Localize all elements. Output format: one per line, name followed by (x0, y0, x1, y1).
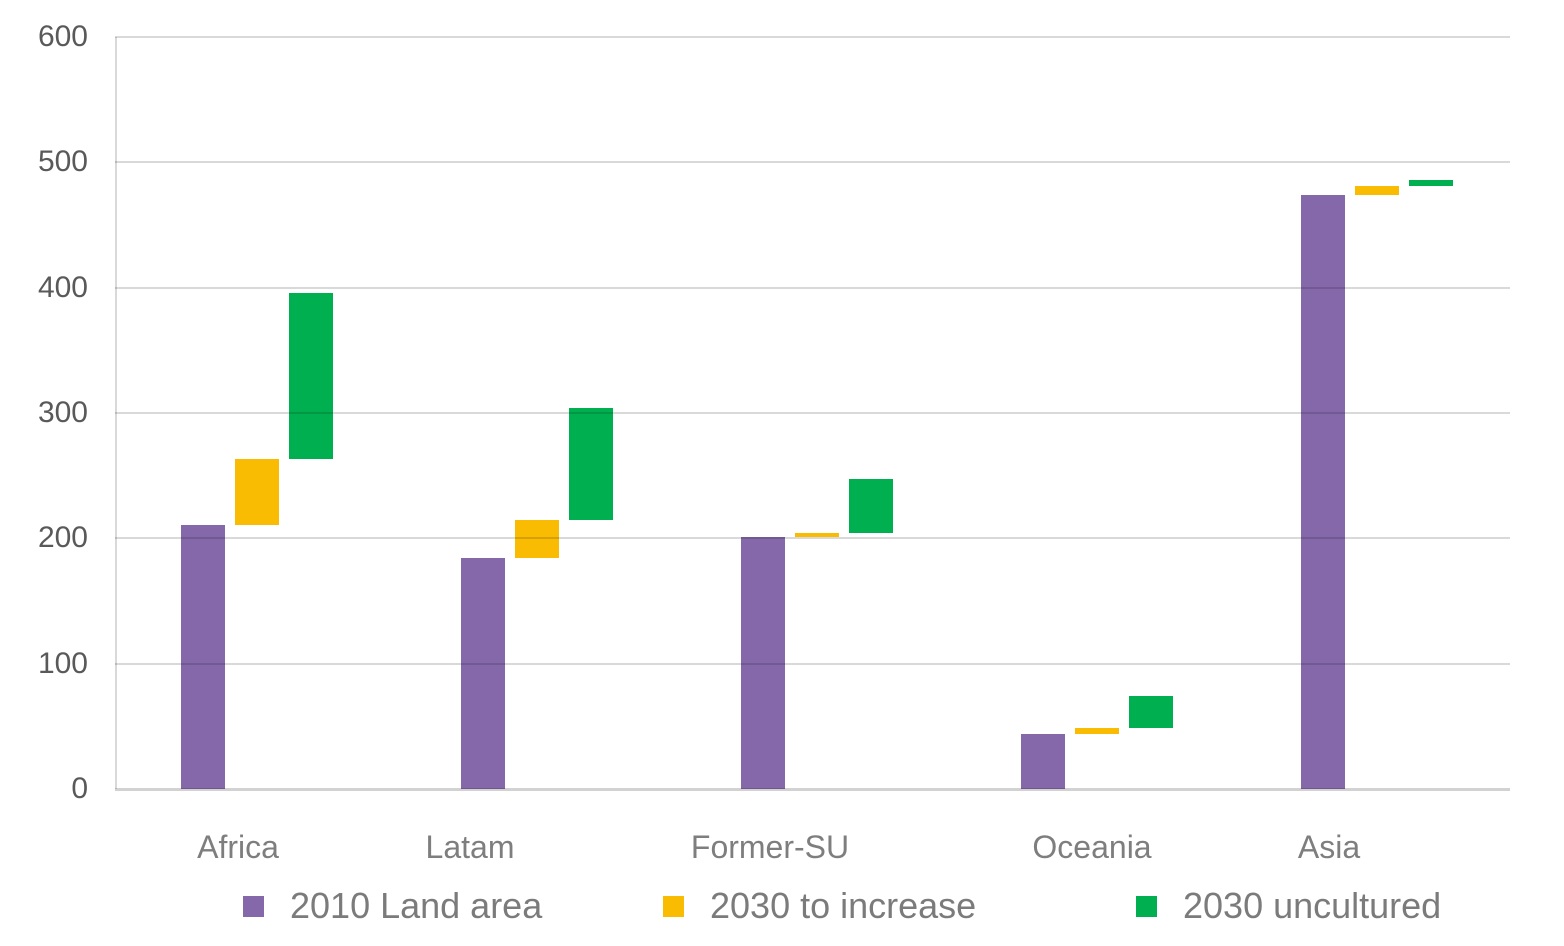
y-tick-label: 500 (37, 145, 88, 179)
y-tick-label: 200 (37, 521, 88, 555)
y-tick-label: 600 (37, 20, 88, 53)
legend-swatch (243, 895, 264, 917)
bar-oceania-2030-to-increase (1075, 727, 1119, 734)
bar-asia-2030-to-increase (1355, 186, 1399, 195)
plot-area (115, 36, 1510, 791)
x-axis-labels: Africa Latam Former-SU Oceania Asia (0, 822, 1564, 872)
x-category-label-africa: Africa (197, 829, 279, 865)
gridline (115, 412, 1510, 414)
legend-item-2030-to-increase: 2030 to increase (663, 882, 976, 930)
legend-swatch (1136, 895, 1157, 917)
gridline (115, 662, 1510, 665)
gridline (115, 286, 1510, 289)
x-category-label-former-su: Former-SU (690, 829, 850, 865)
bar-former-su-2030-to-increase (795, 533, 839, 538)
legend-item-2030-uncultured: 2030 uncultured (1136, 882, 1441, 930)
legend-swatch (663, 895, 684, 917)
x-axis-line (115, 788, 1510, 791)
legend: 2010 Land area 2030 to increase 2030 uncul… (0, 882, 1564, 932)
legend-item-2010-land-area: 2010 Land area (243, 882, 542, 930)
bar-africa-2030-uncultured (289, 292, 333, 460)
x-category-label-oceania: Oceania (1032, 829, 1152, 865)
bar-latam-2030-uncultured (569, 407, 613, 520)
bar-oceania-2030-uncultured (1129, 696, 1173, 728)
legend-label: 2010 Land area (290, 885, 543, 926)
bar-latam-2010-land-area (461, 558, 505, 789)
bar-former-su-2030-uncultured (849, 479, 893, 534)
y-axis: 0 100 200 300 400 500 600 (0, 0, 88, 946)
y-tick-label: 400 (37, 270, 88, 304)
bar-africa-2030-to-increase (235, 459, 279, 525)
bar-asia-2030-uncultured (1409, 179, 1453, 187)
gridline (115, 36, 1510, 38)
x-category-label-latam: Latam (425, 829, 515, 865)
y-tick-label: 300 (37, 396, 88, 429)
bar-oceania-2010-land-area (1021, 733, 1065, 789)
gridline (115, 537, 1510, 540)
bar-africa-2010-land-area (181, 524, 225, 789)
x-category-label-asia: Asia (1297, 829, 1361, 865)
y-tick-label: 0 (71, 772, 88, 805)
gridline (115, 161, 1510, 164)
legend-label: 2030 to increase (710, 885, 977, 926)
y-tick-label: 100 (37, 646, 88, 680)
bar-asia-2010-land-area (1301, 194, 1345, 789)
y-axis-line (115, 37, 117, 789)
legend-label: 2030 uncultured (1183, 885, 1442, 926)
